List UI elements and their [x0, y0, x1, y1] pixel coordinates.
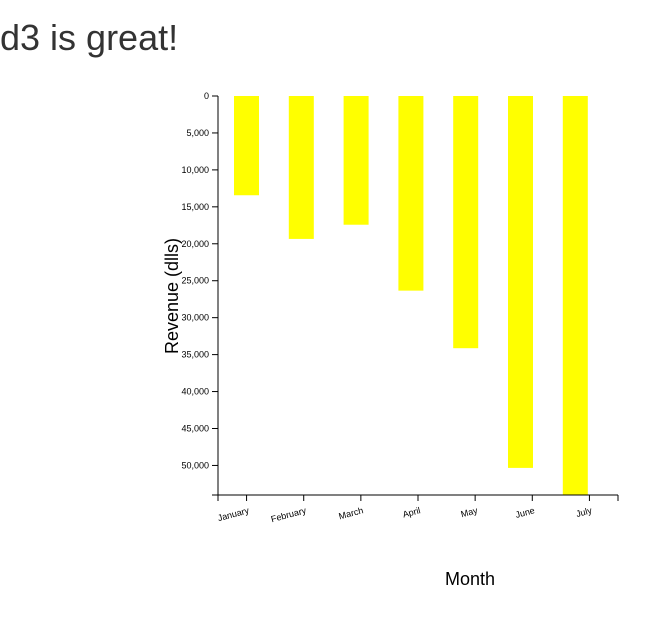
- y-tick-label: 50,000: [181, 460, 209, 470]
- x-tick-label: April: [402, 505, 422, 519]
- x-tick-label: June: [514, 505, 535, 520]
- y-tick-label: 45,000: [181, 424, 209, 434]
- bars-group: [234, 96, 588, 495]
- y-tick-label: 35,000: [181, 350, 209, 360]
- y-tick-label: 15,000: [181, 202, 209, 212]
- y-axis: 0 5,000 10,000 15,000 20,000 25,000 30,000 35,0…: [181, 91, 219, 496]
- y-axis-title: Revenue (dlls): [162, 238, 182, 354]
- y-tick-label: 0: [204, 91, 209, 101]
- y-tick-label: 40,000: [181, 387, 209, 397]
- bar-june: [508, 96, 533, 468]
- bar-may: [453, 96, 479, 349]
- page-title: d3 is great!: [0, 17, 179, 58]
- x-axis-title: Month: [445, 569, 495, 589]
- y-tick-label: 30,000: [181, 313, 209, 323]
- y-tick-label: 25,000: [181, 276, 209, 286]
- y-tick-label: 5,000: [186, 128, 209, 138]
- bar-january: [234, 96, 259, 196]
- bar-april: [398, 96, 424, 291]
- y-tick-label: 20,000: [181, 239, 209, 249]
- bar-february: [288, 96, 314, 239]
- x-axis: January February March April May June July: [217, 494, 619, 524]
- x-tick-label: May: [460, 505, 479, 519]
- bar-july: [562, 96, 588, 495]
- x-tick-label: January: [217, 505, 251, 523]
- x-tick-label: February: [270, 505, 308, 524]
- bar-march: [343, 96, 369, 225]
- x-tick-label: July: [575, 505, 594, 519]
- y-tick-label: 10,000: [181, 165, 209, 175]
- x-tick-label: March: [338, 505, 365, 521]
